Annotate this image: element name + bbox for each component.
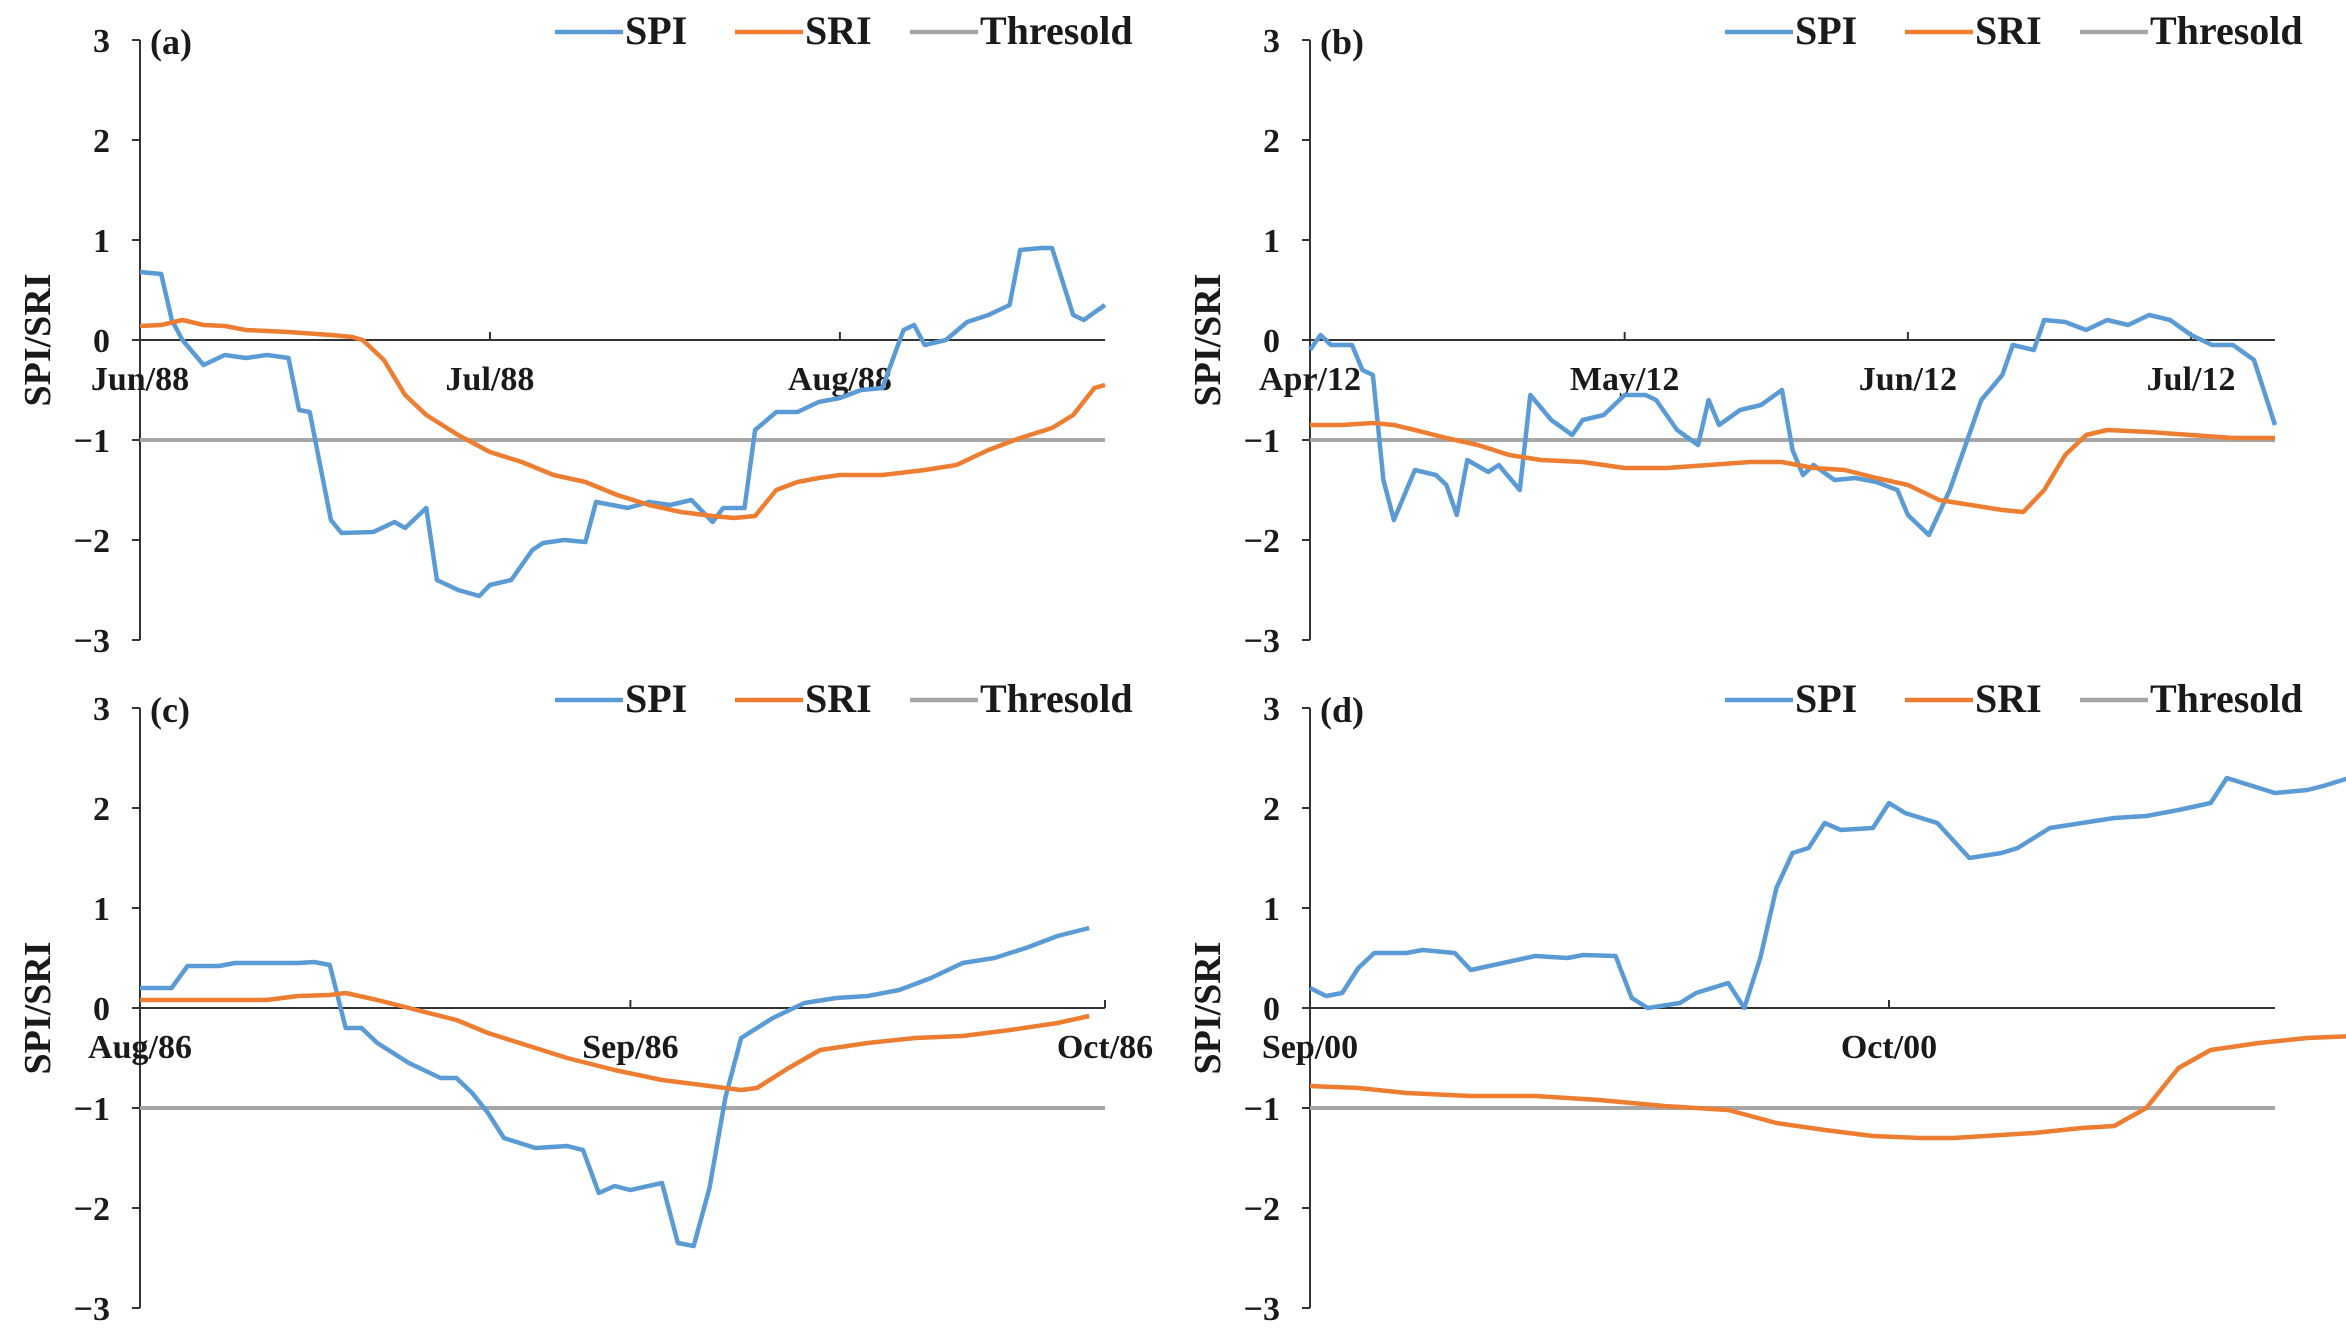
legend-label-thresold: Thresold (980, 8, 1133, 53)
legend-label-spi: SPI (1795, 8, 1857, 53)
y-axis-label: SPI/SRI (17, 941, 59, 1074)
y-tick-label: −1 (74, 1091, 110, 1128)
legend-label-sri: SRI (805, 676, 872, 721)
y-tick-label: 0 (93, 323, 110, 360)
x-tick-label: Jul/12 (2147, 361, 2236, 398)
series-line-spi (1308, 775, 2346, 1011)
series-line-sri (139, 317, 1106, 521)
legend-label-spi: SPI (625, 8, 687, 53)
y-tick-label: 2 (93, 791, 110, 828)
x-tick-label: Jul/88 (446, 361, 535, 398)
legend-label-sri: SRI (1975, 676, 2042, 721)
series-line-spi (140, 925, 1090, 1249)
legend-label-sri: SRI (805, 8, 872, 53)
y-axis-label: SPI/SRI (17, 273, 59, 406)
panel-label: (c) (150, 690, 190, 730)
y-tick-label: 1 (1263, 891, 1280, 928)
series-line-sri (140, 990, 1090, 1093)
legend-label-spi: SPI (1795, 676, 1857, 721)
panel-a: 3 2 1 0 −1 −2 −3 SPI/SRI Jun/88 Jul/88 Aug/88 (a) SP… (17, 8, 1133, 660)
y-tick-label: 0 (1263, 991, 1280, 1028)
legend-label-sri: SRI (1975, 8, 2042, 53)
panel-c: 3 2 1 0 −1 −2 −3 SPI/SRI Aug/86 Sep/86 Oct/86 (c) SP… (17, 676, 1153, 1328)
y-tick-label: 2 (1263, 791, 1280, 828)
x-tick-label: Apr/12 (1259, 361, 1361, 398)
series-line-spi (139, 245, 1107, 599)
series-line-spi (1308, 312, 2278, 538)
x-tick-label: Oct/86 (1057, 1029, 1153, 1066)
y-tick-label: 0 (93, 991, 110, 1028)
y-tick-label: −3 (74, 623, 110, 660)
y-tick-label: 3 (93, 23, 110, 60)
legend-label-thresold: Thresold (980, 676, 1133, 721)
legend-label-thresold: Thresold (2150, 8, 2303, 53)
x-tick-label: May/12 (1570, 361, 1680, 398)
y-tick-label: 3 (1263, 691, 1280, 728)
panel-label: (d) (1320, 690, 1364, 730)
series-line-sri (1310, 420, 2275, 515)
y-tick-label: 3 (1263, 23, 1280, 60)
x-tick-label: Jun/12 (1859, 361, 1957, 398)
y-tick-label: 3 (93, 691, 110, 728)
panels: 3 2 1 0 −1 −2 −3 SPI/SRI Jun/88 Jul/88 Aug/88 (a) SP… (17, 8, 2346, 1328)
panel-label: (b) (1320, 22, 1364, 62)
y-tick-label: −2 (1244, 523, 1280, 560)
x-tick-label: Oct/00 (1841, 1029, 1937, 1066)
y-tick-label: −1 (74, 423, 110, 460)
panel-d: 3 2 1 0 −1 −2 −3 SPI/SRI Sep/00 Oct/00 (d) SPI SRI Th… (1187, 676, 2346, 1328)
y-tick-label: −1 (1244, 423, 1280, 460)
y-tick-label: 1 (1263, 223, 1280, 260)
y-axis-label: SPI/SRI (1187, 273, 1229, 406)
y-tick-label: 1 (93, 891, 110, 928)
series-line-sri (1309, 1034, 2346, 1141)
y-tick-label: −3 (1244, 1291, 1280, 1328)
y-tick-label: −3 (1244, 623, 1280, 660)
x-tick-label: Aug/88 (788, 361, 892, 398)
panel-label: (a) (150, 22, 192, 62)
y-tick-label: −3 (74, 1291, 110, 1328)
y-tick-label: 1 (93, 223, 110, 260)
y-tick-label: −2 (74, 1191, 110, 1228)
legend-label-spi: SPI (625, 676, 687, 721)
x-tick-label: Aug/86 (88, 1029, 192, 1066)
y-tick-label: −1 (1244, 1091, 1280, 1128)
y-axis-label: SPI/SRI (1187, 941, 1229, 1074)
x-tick-label: Sep/00 (1262, 1029, 1358, 1066)
y-tick-label: −2 (1244, 1191, 1280, 1228)
x-tick-label: Jun/88 (91, 361, 189, 398)
y-tick-label: 0 (1263, 323, 1280, 360)
y-tick-label: 2 (93, 123, 110, 160)
x-tick-label: Sep/86 (582, 1029, 678, 1066)
y-tick-label: −2 (74, 523, 110, 560)
panel-b: 3 2 1 0 −1 −2 −3 SPI/SRI Apr/12 May/12 Jun/12 Jul/1… (1187, 8, 2303, 660)
legend-label-thresold: Thresold (2150, 676, 2303, 721)
y-tick-label: 2 (1263, 123, 1280, 160)
